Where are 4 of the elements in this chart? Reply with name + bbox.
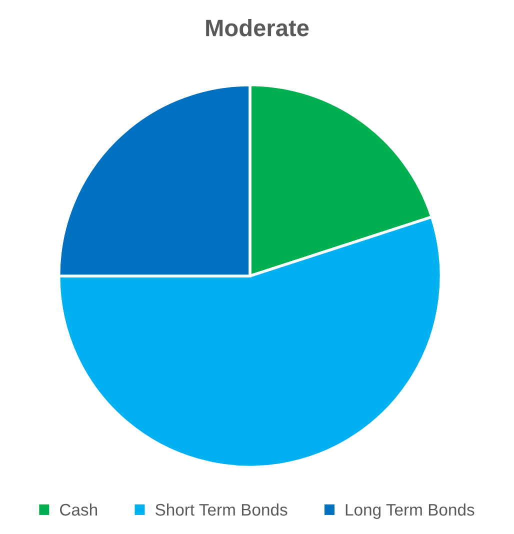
legend-label: Cash	[60, 503, 98, 516]
legend-label: Short Term Bonds	[156, 503, 288, 516]
chart-title: Moderate	[206, 18, 309, 36]
legend-label: Long Term Bonds	[346, 503, 474, 519]
